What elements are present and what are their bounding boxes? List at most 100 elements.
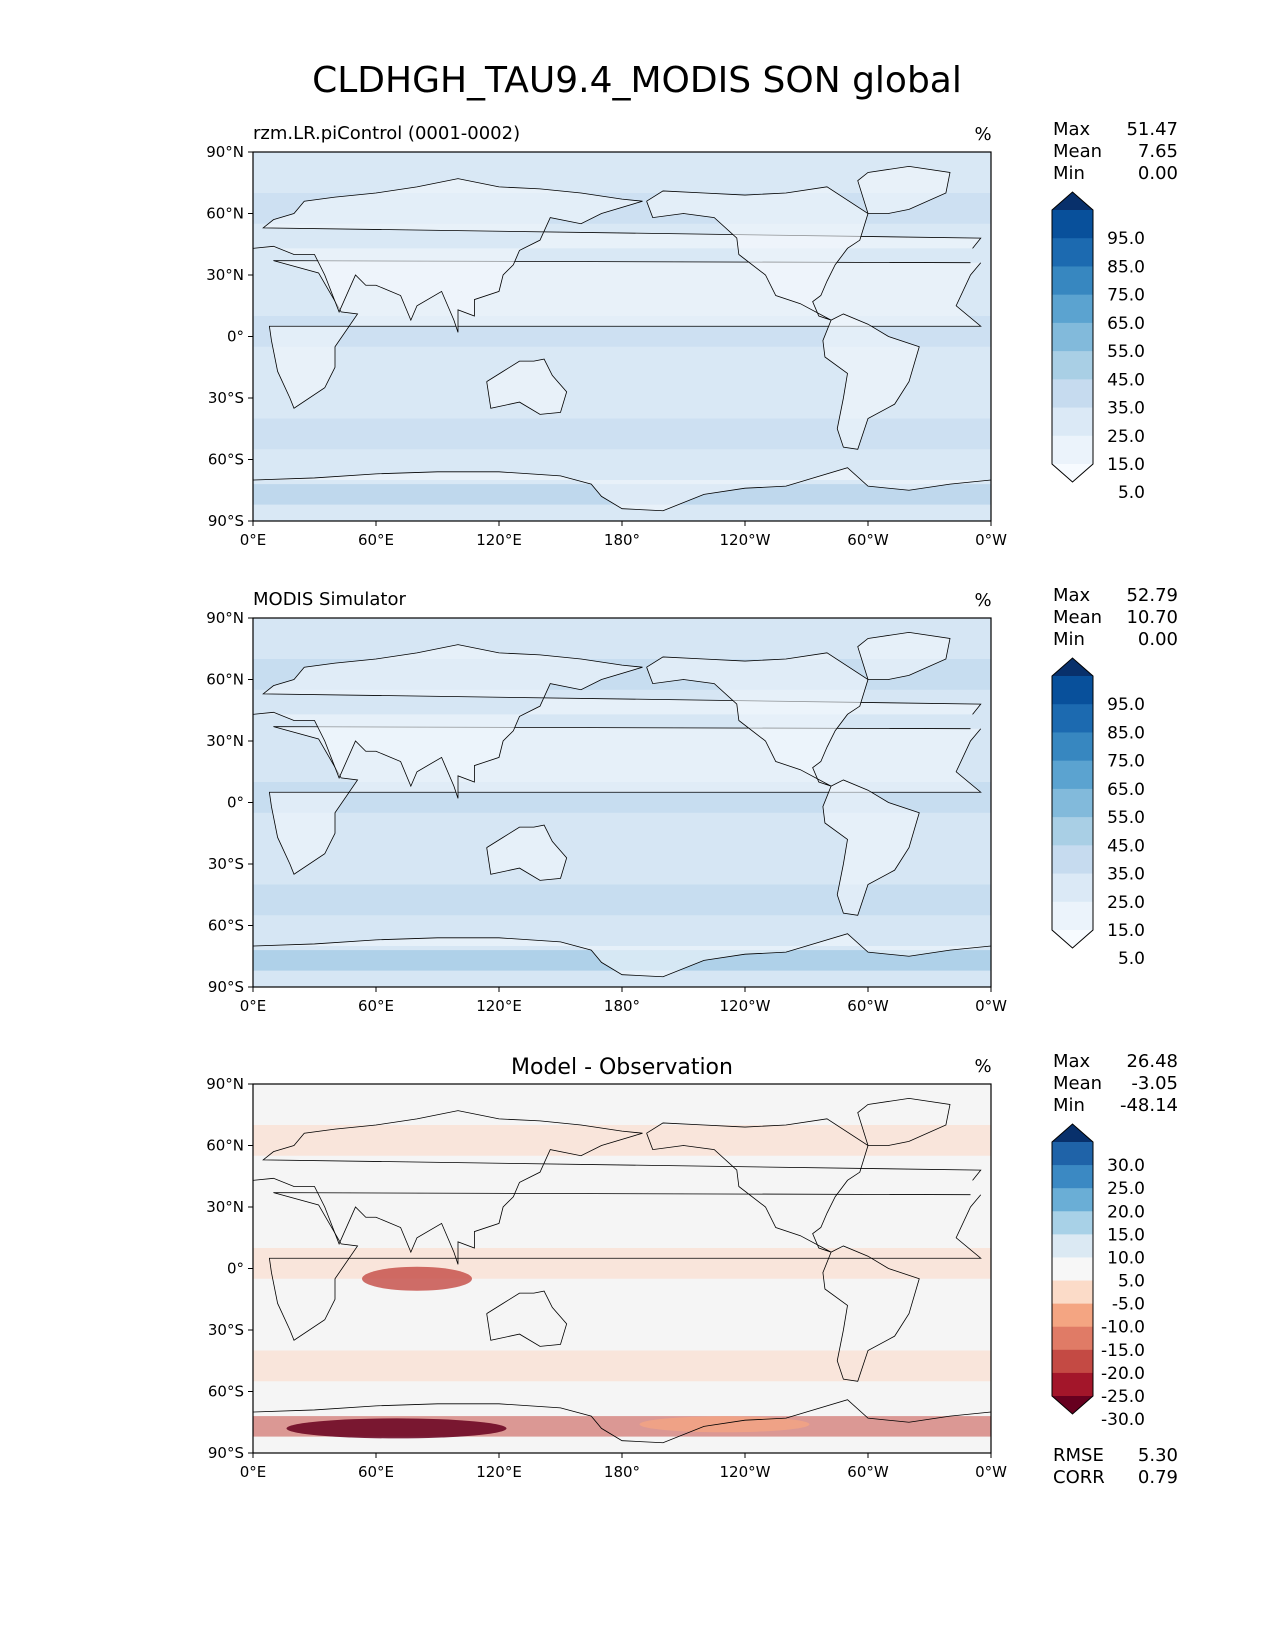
lon-tick-label: 120°E bbox=[476, 531, 522, 549]
stat-label: Min bbox=[1053, 163, 1085, 184]
colorbar-tick-label: -25.0 bbox=[1101, 1387, 1145, 1407]
colorbar-segment bbox=[1052, 676, 1093, 705]
colorbar-segment bbox=[1052, 1326, 1093, 1351]
metric-label: CORR bbox=[1053, 1467, 1105, 1488]
colorbar-segment bbox=[1052, 1303, 1093, 1328]
stat-value: 10.70 bbox=[1126, 607, 1178, 628]
lat-tick-label: 60°N bbox=[206, 671, 244, 689]
colorbar-extend-max bbox=[1052, 1124, 1093, 1142]
colorbar-tick-label: 95.0 bbox=[1107, 695, 1145, 715]
anomaly-indian-ocean bbox=[362, 1266, 472, 1291]
colorbar-tick-label: 55.0 bbox=[1107, 808, 1145, 828]
colorbar-segment bbox=[1052, 1257, 1093, 1282]
lat-tick-label: 0° bbox=[227, 328, 244, 346]
lon-tick-label: 0°E bbox=[240, 997, 267, 1015]
lon-tick-label: 180° bbox=[604, 997, 640, 1015]
colorbar-tick-label: 30.0 bbox=[1107, 1156, 1145, 1176]
units-label: % bbox=[974, 1056, 991, 1077]
colorbar-tick-label: 55.0 bbox=[1107, 342, 1145, 362]
coastline bbox=[857, 631, 951, 680]
metric-label: RMSE bbox=[1053, 1445, 1104, 1466]
colorbar-segment bbox=[1052, 704, 1093, 733]
colorbar-tick-label: 45.0 bbox=[1107, 370, 1145, 390]
lat-tick-label: 60°N bbox=[206, 1137, 244, 1155]
coastline bbox=[822, 779, 920, 916]
colorbar-tick-label: 5.0 bbox=[1118, 483, 1145, 503]
lon-tick-label: 0°E bbox=[240, 1463, 267, 1481]
stat-value: -3.05 bbox=[1131, 1073, 1178, 1094]
lon-tick-label: 0°W bbox=[975, 1463, 1007, 1481]
coastline bbox=[486, 824, 568, 881]
lat-tick-label: 60°S bbox=[208, 1383, 244, 1401]
metric-value: 5.30 bbox=[1138, 1445, 1178, 1466]
colorbar-tick-label: -30.0 bbox=[1101, 1410, 1145, 1430]
colorbar-segment bbox=[1052, 732, 1093, 762]
coastline bbox=[486, 358, 568, 415]
colorbar-segment bbox=[1052, 1280, 1093, 1305]
colorbar-extend-max bbox=[1052, 192, 1093, 210]
coastline bbox=[252, 467, 992, 512]
coastline bbox=[646, 652, 869, 787]
colorbar-segment bbox=[1052, 266, 1093, 296]
colorbar-segment bbox=[1052, 1349, 1093, 1374]
colorbar-segment bbox=[1052, 435, 1093, 465]
lon-tick-label: 60°E bbox=[358, 997, 394, 1015]
colorbar-extend-min bbox=[1052, 1396, 1093, 1414]
field-band bbox=[253, 1350, 991, 1382]
coastline bbox=[252, 933, 992, 978]
coastline bbox=[822, 313, 920, 450]
colorbar-segment bbox=[1052, 1142, 1093, 1166]
colorbar-tick-label: 65.0 bbox=[1107, 314, 1145, 334]
colorbar-segment bbox=[1052, 1372, 1093, 1397]
panels: 90°N60°N30°N0°30°S60°S90°S0°E 60°E 120°E 18… bbox=[206, 119, 1178, 1488]
lat-tick-label: 60°N bbox=[206, 205, 244, 223]
lon-tick-label: 120°E bbox=[476, 1463, 522, 1481]
colorbar-tick-label: 35.0 bbox=[1107, 399, 1145, 419]
lon-tick-label: 120°W bbox=[720, 1463, 771, 1481]
stat-value: 52.79 bbox=[1126, 585, 1178, 606]
coastline bbox=[486, 1290, 568, 1347]
colorbar-segment bbox=[1052, 407, 1093, 437]
field-band bbox=[253, 884, 991, 916]
stat-label: Min bbox=[1053, 629, 1085, 650]
colorbar-segment bbox=[1052, 294, 1093, 324]
lat-tick-label: 30°N bbox=[206, 266, 244, 284]
lon-tick-label: 60°E bbox=[358, 531, 394, 549]
panel-title: Model - Observation bbox=[511, 1055, 733, 1080]
colorbar-segment bbox=[1052, 873, 1093, 903]
lat-tick-label: 90°S bbox=[208, 978, 244, 996]
colorbar-tick-label: 75.0 bbox=[1107, 752, 1145, 772]
colorbar-tick-label: 85.0 bbox=[1107, 257, 1145, 277]
field-band bbox=[253, 418, 991, 450]
colorbar-tick-label: 15.0 bbox=[1107, 455, 1145, 475]
colorbar-segment bbox=[1052, 817, 1093, 846]
lon-tick-label: 180° bbox=[604, 1463, 640, 1481]
colorbar-segment bbox=[1052, 379, 1093, 409]
stat-value: 0.00 bbox=[1138, 629, 1178, 650]
colorbar-tick-label: -20.0 bbox=[1101, 1364, 1145, 1384]
lat-tick-label: 0° bbox=[227, 794, 244, 812]
lat-tick-label: 90°N bbox=[206, 1075, 244, 1093]
stat-label: Mean bbox=[1053, 141, 1102, 162]
lat-tick-label: 30°N bbox=[206, 732, 244, 750]
lat-tick-label: 90°S bbox=[208, 1444, 244, 1462]
colorbar-tick-label: 85.0 bbox=[1107, 723, 1145, 743]
lon-tick-label: 120°W bbox=[720, 531, 771, 549]
stat-label: Max bbox=[1053, 1051, 1091, 1072]
lon-tick-label: 60°E bbox=[358, 1463, 394, 1481]
coastline bbox=[252, 1110, 982, 1265]
colorbar-tick-label: 95.0 bbox=[1107, 229, 1145, 249]
colorbar-tick-label: -10.0 bbox=[1101, 1318, 1145, 1338]
colorbar-segment bbox=[1052, 760, 1093, 790]
map-panel-test: 90°N 60°N 30°N 0° 30°S 60°S 90°S0°E 60°E 120°E 18… bbox=[206, 119, 1178, 549]
lat-tick-label: 90°N bbox=[206, 143, 244, 161]
colorbar-tick-label: 45.0 bbox=[1107, 836, 1145, 856]
stat-value: 26.48 bbox=[1126, 1051, 1178, 1072]
units-label: % bbox=[974, 124, 991, 145]
colorbar-tick-label: -5.0 bbox=[1112, 1295, 1145, 1315]
colorbar-extend-min bbox=[1052, 464, 1093, 482]
coastline bbox=[646, 1118, 869, 1253]
colorbar-tick-label: 65.0 bbox=[1107, 780, 1145, 800]
stat-value: -48.14 bbox=[1120, 1095, 1178, 1116]
